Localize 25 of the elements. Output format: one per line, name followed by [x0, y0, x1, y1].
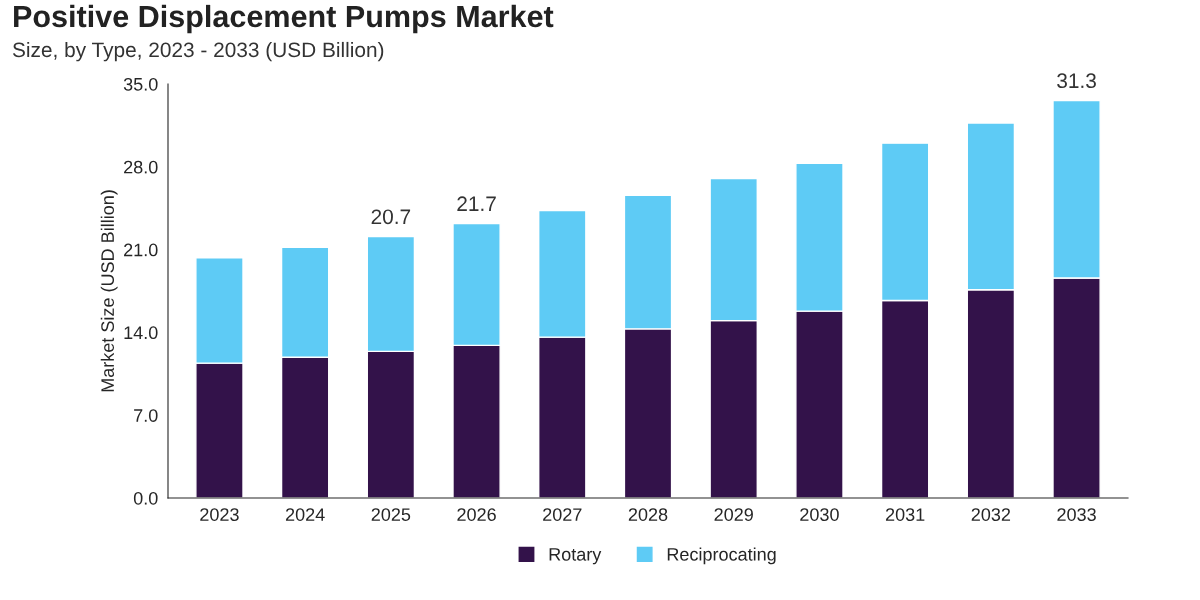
x-tick-label: 2025 [371, 508, 411, 521]
x-tick-label: 2027 [543, 508, 582, 521]
x-tick-label: 2028 [628, 508, 668, 521]
x-tick-label: 2029 [714, 508, 753, 521]
y-tick-label: 28.0 [124, 160, 158, 174]
chart-subtitle: Size, by Type, 2023 - 2033 (USD Billion) [12, 41, 384, 62]
x-tick-label: 2033 [1057, 508, 1096, 521]
y-axis-title: Market Size (USD Billion) [100, 190, 118, 392]
x-tick-label: 2023 [200, 508, 239, 521]
y-tick-label: 14.0 [124, 326, 158, 340]
x-tick-label: 2030 [800, 508, 839, 521]
annotation: 21.7 [457, 196, 496, 211]
legend-label: Reciprocating [667, 547, 776, 565]
y-tick-label: 35.0 [123, 77, 158, 91]
x-tick-label: 2026 [457, 508, 496, 521]
chart-title: Positive Displacement Pumps Market [14, 4, 554, 34]
x-tick-label: 2031 [885, 508, 925, 521]
x-tick-label: 2024 [285, 508, 325, 521]
y-tick-label: 21.0 [124, 243, 158, 257]
legend-label: Rotary [549, 548, 602, 565]
y-tick-label: 0.0 [133, 491, 158, 505]
annotation: 31.3 [1057, 73, 1096, 89]
x-tick-label: 2032 [971, 508, 1011, 521]
annotation: 20.7 [371, 209, 411, 225]
y-tick-label: 7.0 [134, 409, 158, 422]
